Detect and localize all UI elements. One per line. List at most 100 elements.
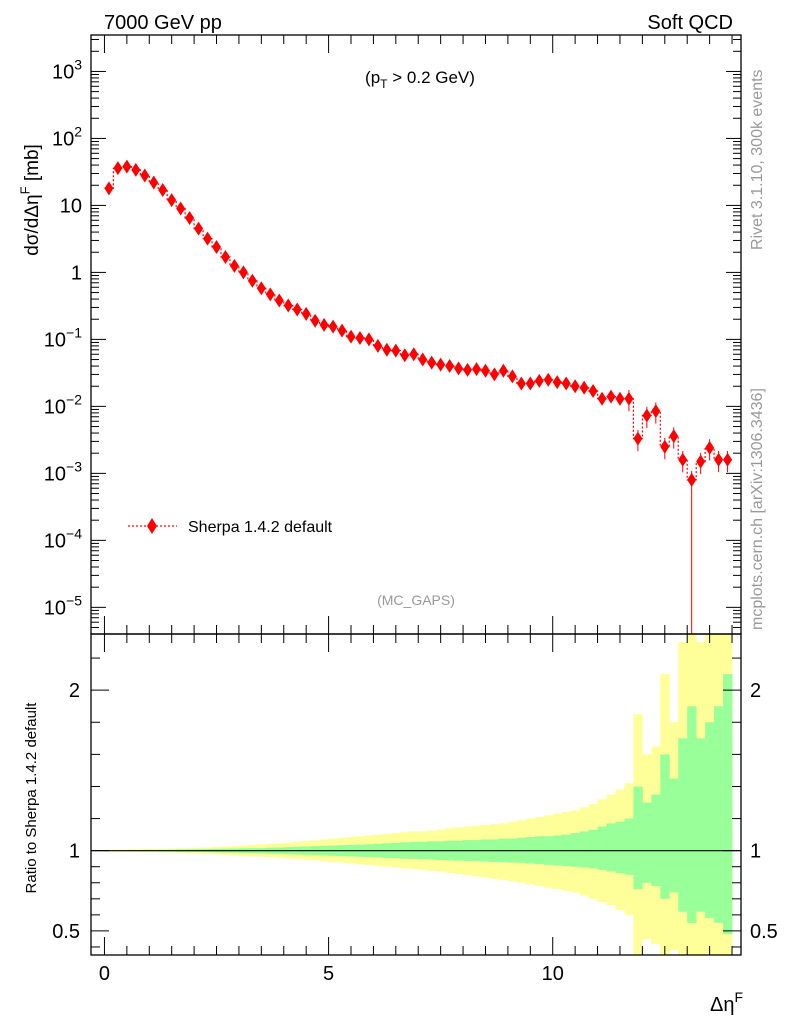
series-point bbox=[669, 429, 679, 444]
ratio-inner-bin bbox=[678, 738, 688, 912]
main-series bbox=[104, 159, 733, 634]
ratio-inner-bin bbox=[651, 794, 661, 886]
main-y-tick-label: 103 bbox=[52, 56, 82, 83]
series-point bbox=[194, 221, 204, 236]
series-point bbox=[149, 175, 159, 190]
header-left-label: 7000 GeV pp bbox=[104, 12, 222, 34]
series-point bbox=[615, 391, 625, 406]
series-point bbox=[364, 332, 374, 347]
ratio-inner-bin bbox=[687, 706, 697, 923]
rivet-label: Rivet 3.1.10, 300k events bbox=[749, 69, 766, 250]
ratio-inner-bin bbox=[669, 778, 679, 893]
ratio-inner-bin bbox=[723, 674, 733, 935]
series-point bbox=[203, 231, 213, 246]
series-point bbox=[140, 168, 150, 183]
series-point bbox=[498, 363, 508, 378]
series-point bbox=[472, 362, 482, 377]
ratio-x-tick-label: 5 bbox=[323, 963, 334, 985]
series-point bbox=[633, 431, 643, 446]
series-point bbox=[310, 313, 320, 328]
series-point bbox=[176, 201, 186, 216]
series-point bbox=[229, 258, 239, 273]
series-point bbox=[247, 273, 257, 288]
series-point bbox=[292, 302, 302, 317]
series-point bbox=[480, 363, 490, 378]
ratio-y-tick-label-right: 0.5 bbox=[750, 921, 778, 943]
main-y-tick-label: 10−5 bbox=[44, 592, 82, 619]
pt-cut-annotation: (pT > 0.2 GeV) bbox=[365, 68, 475, 91]
series-point bbox=[597, 391, 607, 406]
ratio-x-tick-label: 0 bbox=[99, 963, 110, 985]
series-point bbox=[301, 306, 311, 321]
series-point bbox=[445, 359, 455, 374]
main-y-tick-label: 102 bbox=[52, 123, 82, 150]
series-point bbox=[507, 369, 517, 384]
series-point bbox=[158, 182, 168, 197]
series-point bbox=[283, 298, 293, 313]
ratio-inner-bin bbox=[579, 831, 589, 868]
ratio-y-tick-label-right: 2 bbox=[750, 680, 761, 702]
main-y-tick-label: 1 bbox=[71, 262, 82, 284]
series-point bbox=[552, 375, 562, 390]
ratio-inner-bin bbox=[633, 786, 643, 890]
series-point bbox=[131, 162, 141, 177]
legend: Sherpa 1.4.2 default bbox=[128, 518, 333, 536]
series-point bbox=[122, 159, 132, 174]
ratio-inner-bin bbox=[714, 706, 724, 923]
series-point bbox=[346, 329, 356, 344]
main-y-tick-label: 10−2 bbox=[44, 391, 82, 418]
main-y-axis-label: dσ/dΔηF [mb] bbox=[17, 144, 43, 256]
x-axis-label: ΔηF bbox=[710, 989, 743, 1016]
series-point bbox=[382, 342, 392, 357]
series-point bbox=[355, 330, 365, 345]
series-point bbox=[678, 452, 688, 467]
series-point bbox=[454, 361, 464, 376]
ratio-inner-bin bbox=[624, 818, 634, 875]
series-point bbox=[543, 372, 553, 387]
series-point bbox=[274, 293, 284, 308]
series-point bbox=[319, 317, 329, 332]
main-y-tick-label: 10−3 bbox=[44, 458, 82, 485]
ratio-inner-bin bbox=[642, 802, 652, 883]
ratio-y-tick-label-left: 2 bbox=[69, 680, 80, 702]
series-point bbox=[606, 389, 616, 404]
series-point bbox=[436, 357, 446, 372]
series-point bbox=[525, 376, 535, 391]
ratio-panel-frame bbox=[90, 633, 742, 956]
ratio-inner-bin bbox=[597, 826, 607, 870]
main-y-tick-label: 10−4 bbox=[44, 525, 82, 552]
series-point bbox=[723, 452, 733, 467]
series-point bbox=[212, 239, 222, 254]
ratio-inner-bin bbox=[606, 823, 616, 872]
series-point bbox=[660, 439, 670, 454]
analysis-tag: (MC_GAPS) bbox=[377, 592, 455, 608]
series-point bbox=[113, 161, 123, 176]
series-point bbox=[256, 281, 266, 296]
series-point bbox=[337, 323, 347, 338]
series-point bbox=[220, 249, 230, 264]
series-point bbox=[588, 383, 598, 398]
ratio-y-tick-label-right: 1 bbox=[750, 841, 761, 863]
series-point bbox=[104, 181, 114, 196]
series-point bbox=[265, 287, 275, 302]
series-point bbox=[570, 379, 580, 394]
ratio-y-tick-label-left: 1 bbox=[69, 841, 80, 863]
ratio-inner-bin bbox=[696, 738, 706, 912]
series-point bbox=[534, 373, 544, 388]
series-point bbox=[651, 404, 661, 419]
series-point bbox=[516, 376, 526, 391]
series-point bbox=[238, 265, 248, 280]
ratio-y-tick-label-left: 0.5 bbox=[52, 921, 80, 943]
legend-entry: Sherpa 1.4.2 default bbox=[188, 519, 333, 536]
ratio-x-tick-label: 10 bbox=[542, 963, 564, 985]
legend-marker bbox=[147, 518, 157, 534]
series-point bbox=[185, 210, 195, 225]
series-point bbox=[391, 343, 401, 358]
ratio-inner-bin bbox=[615, 821, 625, 874]
series-point bbox=[642, 408, 652, 423]
series-point bbox=[463, 362, 473, 377]
series-point bbox=[561, 376, 571, 391]
series-point bbox=[714, 452, 724, 467]
